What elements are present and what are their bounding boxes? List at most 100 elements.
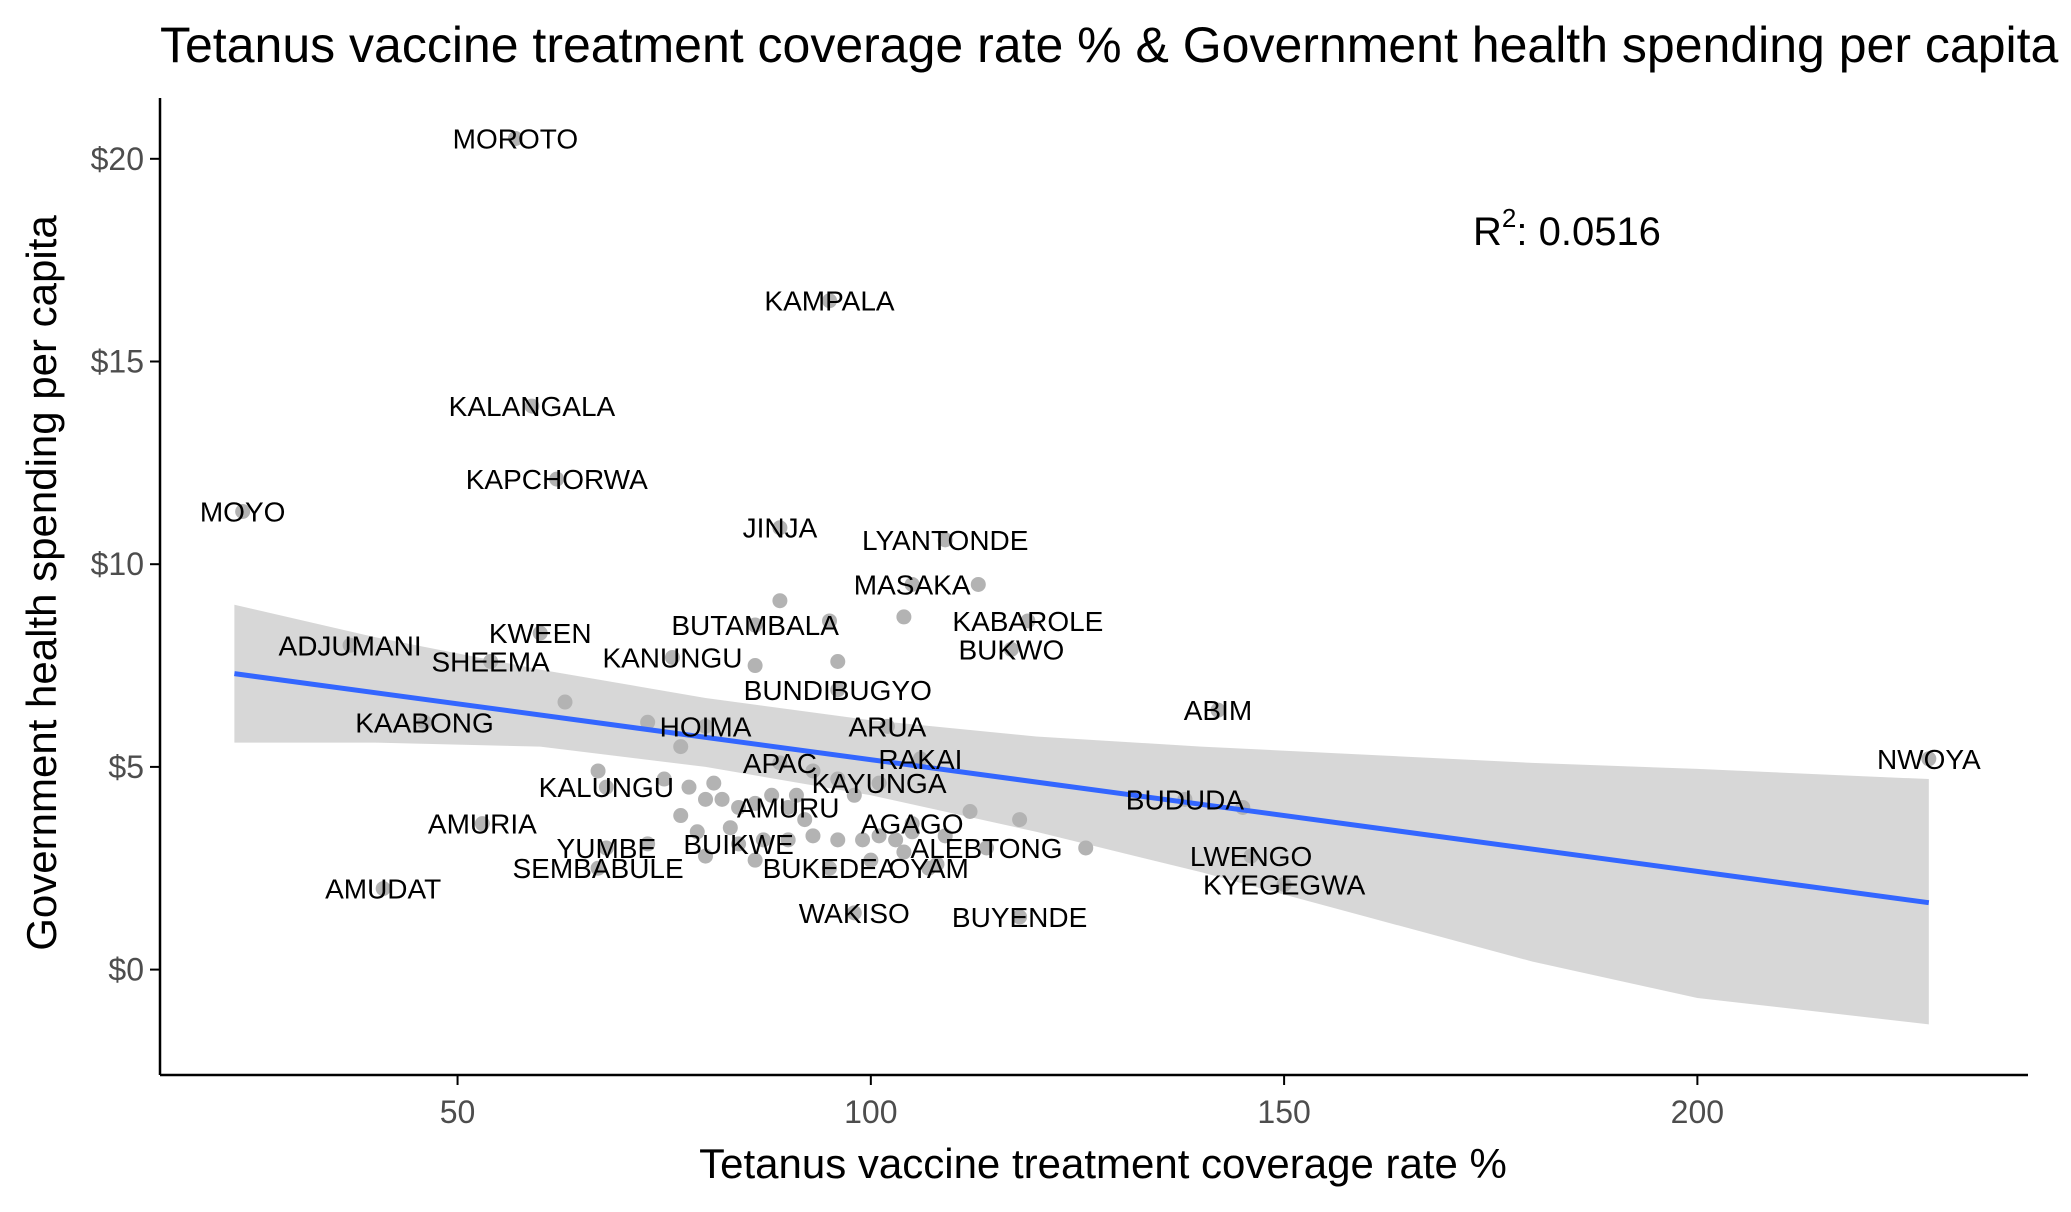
data-point [772, 593, 788, 609]
data-point [772, 755, 788, 771]
data-point [416, 714, 432, 730]
point-label: BUDUDA [1126, 784, 1245, 815]
point-label: KAPCHORWA [466, 464, 648, 495]
point-label: KAABONG [355, 707, 493, 738]
point-label: BUNDIBUGYO [744, 675, 932, 706]
data-point [830, 682, 846, 698]
point-label: KYEGEGWA [1203, 869, 1366, 900]
y-axis-title: Government health spending per capita [18, 215, 65, 951]
data-point [640, 714, 656, 730]
data-point [830, 832, 846, 848]
point-label: APAC [743, 748, 817, 779]
data-point [822, 293, 838, 309]
data-point [590, 763, 606, 779]
data-point [640, 836, 656, 852]
point-label: BUKWO [958, 634, 1064, 665]
data-point [855, 832, 871, 848]
data-point [598, 779, 614, 795]
data-point [921, 860, 937, 876]
point-label: NWOYA [1877, 744, 1981, 775]
data-point [879, 718, 895, 734]
point-label: KABAROLE [952, 606, 1103, 637]
fit-line-layer [234, 671, 1930, 906]
point-label: SHEEMA [431, 646, 550, 677]
data-point [375, 881, 391, 897]
data-point [698, 848, 714, 864]
data-point [673, 739, 689, 755]
point-label: ABIM [1184, 695, 1252, 726]
point-label: BUIKWE [683, 829, 793, 860]
point-label: MASAKA [854, 569, 971, 600]
data-point [664, 649, 680, 665]
data-point [731, 836, 747, 852]
data-point [706, 775, 722, 791]
data-point [532, 625, 548, 641]
data-point [1003, 641, 1019, 657]
data-point [747, 617, 763, 633]
data-point [822, 860, 838, 876]
data-point [474, 816, 490, 832]
point-label: AMURIA [428, 809, 537, 840]
data-point [598, 840, 614, 856]
data-point [656, 771, 672, 787]
confidence-ribbon-layer [234, 604, 1929, 1025]
point-label: BUYENDE [952, 902, 1087, 933]
data-point [698, 718, 714, 734]
point-label: LWENGO [1190, 841, 1312, 872]
data-point [1012, 909, 1028, 925]
point-label: OYAM [888, 853, 968, 884]
data-point [1020, 613, 1036, 629]
data-point [689, 824, 705, 840]
data-point [912, 751, 928, 767]
x-tick-label: 100 [844, 1094, 897, 1130]
data-point [747, 658, 763, 674]
data-point [722, 820, 738, 836]
data-point [1921, 751, 1937, 767]
data-point [904, 816, 920, 832]
data-point [896, 609, 912, 625]
point-label: LYANTONDE [862, 525, 1028, 556]
y-tick-label: $15 [91, 344, 144, 380]
data-point [937, 532, 953, 548]
data-point [797, 812, 813, 828]
point-label: KALANGALA [449, 391, 616, 422]
r-squared-superscript: 2 [1502, 203, 1516, 233]
point-label: ARUA [848, 711, 926, 742]
data-point [888, 832, 904, 848]
point-label: BUTAMBALA [671, 610, 839, 641]
data-point [863, 852, 879, 868]
axes-layer: 50 100 150 200 $0 $5 $10 $15 $20 [91, 98, 2028, 1130]
point-label: YUMBE [557, 833, 657, 864]
point-label: WAKISO [799, 898, 910, 929]
point-label: KWEEN [489, 618, 592, 649]
data-point [698, 791, 714, 807]
point-label: JINJA [743, 513, 818, 544]
data-point [846, 905, 862, 921]
data-point [714, 791, 730, 807]
point-label: SEMBABULE [512, 853, 683, 884]
data-point [1078, 840, 1094, 856]
point-label: AMURU [737, 792, 840, 823]
data-point [830, 653, 846, 669]
data-point [524, 398, 540, 414]
r-squared-annotation: R2: 0.0516 [1473, 203, 1661, 254]
data-point [747, 795, 763, 811]
data-point [970, 576, 986, 592]
y-tick-label: $5 [108, 749, 144, 785]
point-label: KAYUNGA [812, 768, 947, 799]
data-point [755, 832, 771, 848]
data-point [731, 799, 747, 815]
x-tick-label: 50 [440, 1094, 476, 1130]
r-squared-symbol: R [1473, 210, 1502, 254]
data-point [805, 828, 821, 844]
data-point [772, 520, 788, 536]
data-point [871, 828, 887, 844]
x-axis-title: Tetanus vaccine treatment coverage rate … [699, 1140, 1507, 1187]
point-label: KANUNGU [602, 642, 742, 673]
point-label: KAMPALA [764, 286, 895, 317]
data-point [846, 787, 862, 803]
y-tick-label: $10 [91, 546, 144, 582]
data-point [830, 771, 846, 787]
fit-line [234, 671, 1930, 906]
